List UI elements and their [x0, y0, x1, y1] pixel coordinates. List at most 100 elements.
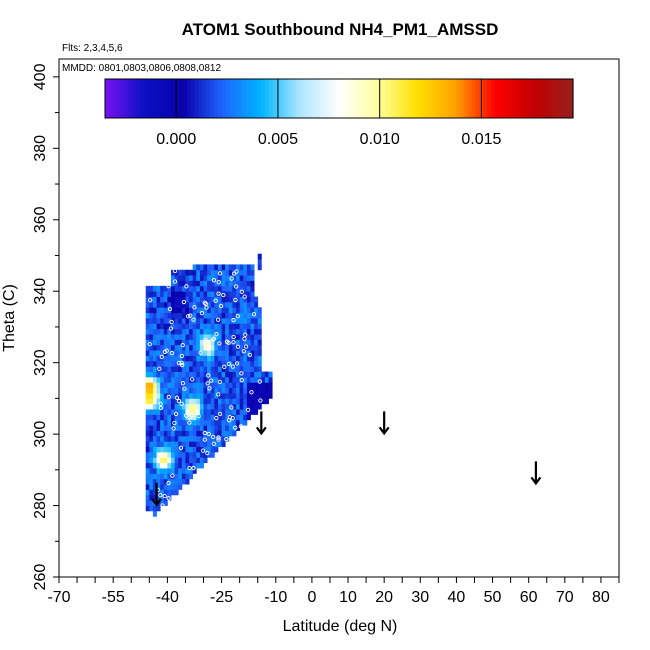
heatmap-cell [152, 457, 157, 464]
heatmap-cell [243, 393, 248, 399]
heatmap-cell [152, 441, 157, 448]
colorbar-segment [549, 79, 555, 118]
heatmap-cell [178, 484, 183, 490]
heatmap-cell [214, 360, 219, 367]
heatmap-cell [156, 360, 161, 367]
heatmap-cell [254, 355, 259, 362]
heatmap-cell [239, 285, 244, 292]
heatmap-cell [192, 264, 197, 271]
colorbar-segment [249, 79, 254, 118]
dates-note: MMDD: 0801,0803,0806,0808,0812 [62, 63, 221, 74]
heatmap-cell [217, 285, 222, 292]
heatmap-cell [221, 280, 226, 287]
heatmap-cell [203, 382, 208, 389]
heatmap-cell [152, 393, 157, 399]
heatmap-cell [236, 291, 241, 297]
colorbar-segment [323, 79, 328, 118]
heatmap-cell [236, 307, 241, 314]
heatmap-cell [174, 414, 179, 421]
heatmap-cell [199, 376, 204, 383]
heatmap-cell [178, 409, 183, 415]
heatmap-cell [152, 468, 157, 474]
sample-point [178, 445, 184, 450]
colorbar-segment [506, 79, 512, 118]
sample-point [217, 341, 222, 346]
heatmap-cell [196, 371, 201, 378]
heatmap-cell [174, 360, 179, 367]
sample-point [221, 292, 226, 298]
colorbar-segment [565, 79, 570, 118]
heatmap-cell [178, 371, 183, 378]
heatmap-cell [149, 328, 154, 335]
heatmap-cell [160, 468, 165, 474]
heatmap-cell [189, 312, 194, 319]
heatmap-cell [225, 269, 230, 276]
sample-point [229, 276, 234, 281]
heatmap-cell [145, 376, 150, 383]
heatmap-cell [210, 414, 215, 421]
heatmap-cell [239, 291, 244, 297]
sample-point [180, 343, 185, 348]
heatmap-cell [181, 366, 186, 372]
heatmap-cell [192, 371, 197, 378]
colorbar-segment [561, 79, 566, 118]
heatmap-cell [239, 275, 244, 281]
heatmap-cell [189, 457, 194, 464]
heatmap-cell [221, 275, 226, 281]
heatmap-cell [171, 312, 176, 319]
heatmap-cell [210, 264, 215, 271]
heatmap-cell [232, 339, 237, 346]
heatmap-cell [243, 382, 248, 389]
heatmap-cell [210, 339, 215, 346]
sample-point [172, 279, 178, 284]
heatmap-cell [250, 360, 255, 367]
colorbar-segment [132, 79, 137, 118]
heatmap-cell [163, 403, 168, 410]
sample-point [171, 426, 176, 431]
heatmap-cell [167, 301, 172, 308]
heatmap-cell [199, 307, 204, 314]
heatmap-cell [254, 409, 259, 415]
heatmap-cell [250, 280, 255, 287]
heatmap-cell [239, 419, 244, 426]
colorbar-segment [155, 79, 161, 118]
heatmap-cell [178, 441, 183, 448]
heatmap-cell [268, 371, 273, 378]
heatmap-cell [228, 264, 233, 271]
colorbar-segment [537, 79, 543, 118]
colorbar-segment [229, 79, 235, 118]
sample-point [203, 301, 208, 306]
heatmap-cell [192, 291, 197, 297]
heatmap-cell [203, 334, 208, 340]
colorbar-segment [401, 79, 406, 118]
heatmap-cell [210, 280, 215, 287]
heatmap-cell [199, 371, 204, 378]
heatmap-cell [156, 387, 161, 394]
heatmap-cell [228, 307, 233, 314]
heatmap-cell [171, 280, 176, 287]
sample-point [258, 398, 263, 403]
heatmap-cell [214, 430, 219, 437]
heatmap-cell [232, 387, 237, 394]
heatmap-cell [152, 328, 157, 335]
colorbar-segment [124, 79, 129, 118]
heatmap-cell [214, 419, 219, 426]
heatmap-cell [217, 344, 222, 351]
heatmap-cell [181, 414, 186, 421]
heatmap-cell [243, 291, 248, 297]
colorbar-segment [569, 79, 574, 118]
heatmap-cell [178, 430, 183, 437]
heatmap-cell [217, 430, 222, 437]
heatmap-cell [246, 291, 251, 297]
sample-point [211, 337, 216, 342]
heatmap-cell [217, 360, 222, 367]
heatmap-cell [246, 414, 251, 421]
heatmap-cell [192, 334, 197, 340]
heatmap-cell [167, 285, 172, 292]
colorbar-segment [374, 79, 379, 118]
heatmap-cell [189, 382, 194, 389]
heatmap-cell [185, 301, 190, 308]
heatmap-cell [232, 312, 237, 319]
heatmap-cell [257, 366, 262, 372]
heatmap-cell [174, 376, 179, 383]
